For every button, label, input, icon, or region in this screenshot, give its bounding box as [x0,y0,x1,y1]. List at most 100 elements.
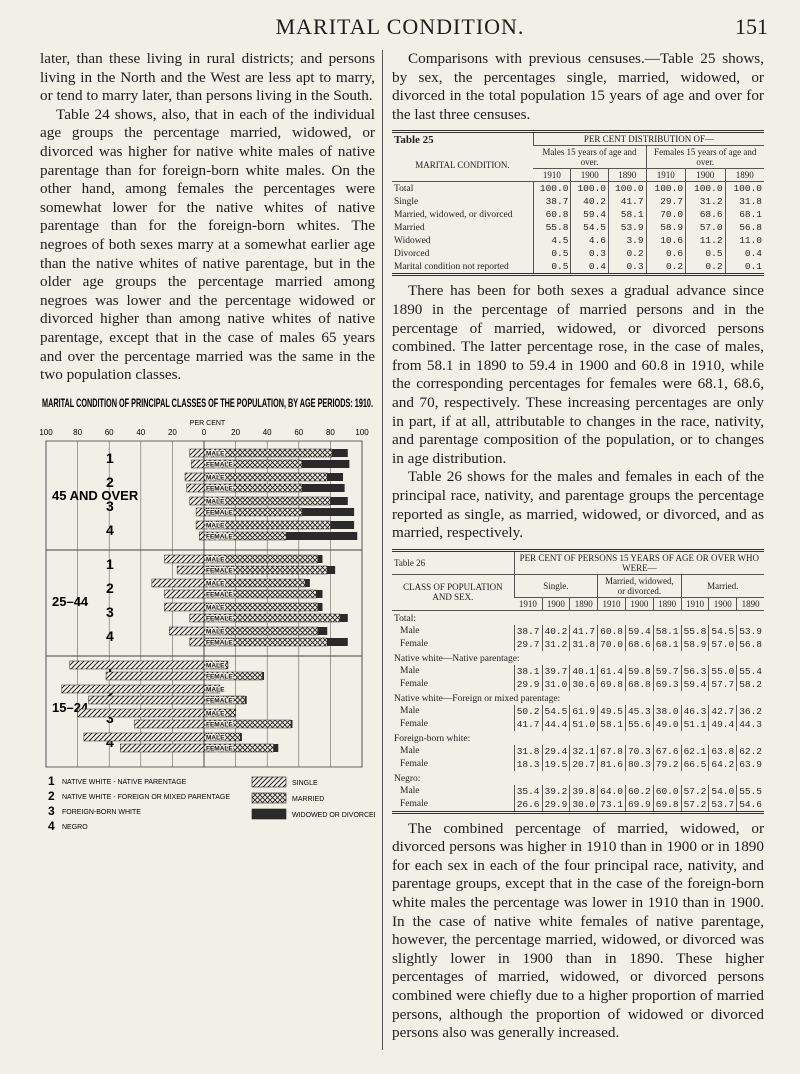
row-label: Married [394,222,425,233]
bar-single [184,472,205,481]
cell: 56.8 [736,637,764,651]
bar-widowed [330,520,355,529]
year: 1890 [607,168,647,183]
bar-single [189,613,205,622]
sex-label: MALE [206,498,225,505]
cell: 64.2 [708,757,737,771]
bar-single [199,531,205,540]
table-title: Table 25 [394,134,434,147]
cell: 81.6 [597,757,626,771]
sex-label: MALE [206,522,225,529]
cell: 29.9 [541,797,570,813]
cell: 0.3 [607,260,647,275]
figure-title: MARITAL CONDITION OF PRINCIPAL CLASSES O… [42,398,373,410]
cell: 70.0 [645,208,686,222]
spanner: PER CENT OF PERSONS 15 YEARS OF AGE OR O… [513,550,764,575]
class-number: 4 [106,734,114,750]
cell: 55.4 [736,664,764,678]
cell: 62.2 [736,744,764,758]
cell: 39.7 [541,664,570,678]
year: 1910 [597,597,626,611]
bar-single [189,496,205,505]
column-group: Single. [513,574,598,598]
cell: 58.9 [680,637,709,651]
plot-frame [45,440,363,768]
cell: 0.2 [607,247,647,261]
table-row: Female 29.7 31.2 31.8 70.0 68.6 68.1 58.9 57.0 56… [392,637,764,651]
cell: 54.5 [570,221,609,235]
bar-single [134,719,205,728]
cell: 53.7 [708,797,737,813]
cell: 63.9 [736,757,764,771]
cell: 60.8 [532,208,571,222]
class-number: 4 [106,522,114,538]
bar-single [83,732,205,741]
cell: 26.6 [513,797,542,813]
paragraph: later, than these living in rural distri… [40,50,375,105]
cell: 59.4 [680,677,709,691]
cell: 70.3 [624,744,654,758]
cell: 68.1 [652,637,682,651]
cell: 40.1 [569,664,598,678]
table-row: Male 31.8 29.4 32.1 67.8 70.3 67.6 62.1 63.8 62.2 [392,744,764,758]
cell: 100.0 [570,181,609,196]
bar-widowed [305,578,310,587]
figure: MARITAL CONDITION OF PRINCIPAL CLASSES O… [40,398,375,833]
sex-label: MALE [206,556,225,563]
legend-swatch [251,776,287,787]
sex-label: MALE [206,580,225,587]
cell: 0.5 [532,260,571,275]
legend-number: 4 [48,819,55,833]
table-row: Native white—Foreign or mixed parentage: [392,691,764,705]
sex-label: FEMALE [206,615,233,622]
cell: 46.3 [680,704,709,718]
x-tick-label: 40 [263,428,272,437]
legend-swatch [251,808,287,819]
cell: 29.4 [541,744,570,758]
cell: 51.0 [569,717,598,731]
cell: 57.7 [708,677,737,691]
cell: 40.2 [570,195,609,209]
cell: 42.7 [708,704,737,718]
cell: 66.5 [680,757,709,771]
cell: 36.2 [736,704,764,718]
bar-widowed [290,719,293,728]
legend-class: NATIVE WHITE - FOREIGN OR MIXED PARENTAG… [62,794,230,801]
bar-single [195,520,205,529]
sex-label: MALE [206,474,225,481]
cell: 67.8 [597,744,626,758]
class-number: 1 [106,450,114,466]
cell: 31.2 [685,195,726,209]
sex-label: FEMALE [206,567,233,574]
sex-label: FEMALE [206,697,233,704]
bar-single [186,483,205,492]
legend-label: MARRIED [292,796,324,803]
row-label: Male [400,786,420,797]
cell: 68.6 [624,637,654,651]
bar-widowed [301,459,350,468]
bar-widowed [262,671,265,680]
cell: 64.0 [597,784,626,798]
class-number: 1 [106,556,114,572]
bar-widowed [317,626,328,635]
cell: 39.8 [569,784,598,798]
table-row: Total 100.0 100.0 100.0 100.0 100.0 100.0 [392,181,764,196]
cell: 68.8 [624,677,654,691]
year: 1890 [652,597,682,611]
table-row: Female 26.6 29.9 30.0 73.1 69.9 69.8 57.2 53.7 54… [392,797,764,813]
cell: 100.0 [607,181,647,196]
sex-label: FEMALE [206,745,233,752]
class-number: 2 [106,474,114,490]
bar-married [203,671,263,680]
year: 1910 [533,168,571,183]
row-label: Male [400,626,420,637]
cell: 51.1 [680,717,709,731]
year: 1900 [624,597,654,611]
table-row: Male 38.1 39.7 40.1 61.4 59.8 59.7 56.3 55.0 55.4 [392,664,764,678]
cell: 61.9 [569,704,598,718]
sex-label: MALE [206,734,225,741]
cell: 100.0 [724,181,764,196]
cell: 31.0 [541,677,570,691]
year: 1890 [736,597,764,611]
